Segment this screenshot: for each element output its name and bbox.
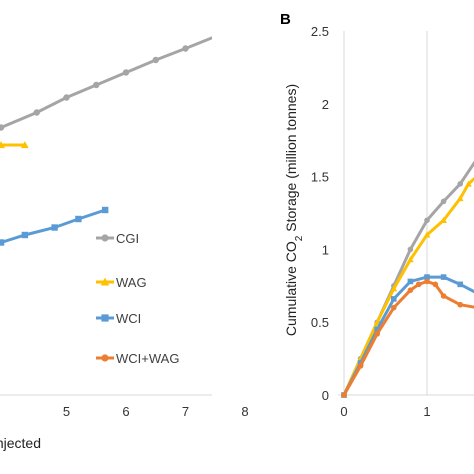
data-point-wag — [407, 256, 414, 263]
panel-b-y-tick-label: 1.5 — [311, 170, 329, 185]
data-point-wci-wag — [391, 304, 397, 311]
panel-b-y-tick-label: 0 — [322, 388, 329, 403]
data-point-cgi — [457, 181, 464, 187]
legend-marker-wci-wag — [101, 354, 109, 362]
data-point-wag — [440, 216, 447, 223]
data-point-wag — [390, 285, 398, 292]
panel-b-x-tick-label: 0 — [340, 404, 347, 419]
data-point-wci — [75, 215, 82, 223]
y-axis-title-part-2: Storage (million tonnes) — [283, 84, 299, 236]
legend-label-wag: WAG — [116, 275, 147, 290]
data-point-wci — [391, 296, 397, 302]
data-point-cgi — [212, 33, 218, 39]
legend-label-cgi: CGI — [116, 231, 139, 246]
panel-b-y-tick-label: 1 — [322, 242, 329, 257]
legend-label-wci: WCI — [116, 311, 141, 326]
panel-a-x-tick-label: 7 — [182, 404, 189, 419]
data-point-wci-wag — [407, 287, 414, 293]
data-point-wci-wag — [374, 331, 381, 337]
panel-a-series — [0, 22, 248, 246]
data-point-wci — [21, 231, 29, 239]
panel-a-x-tick-labels: 5 6 7 8 — [63, 404, 249, 419]
data-point-cgi — [182, 45, 189, 52]
data-point-wci — [101, 206, 109, 214]
data-point-cgi — [63, 94, 70, 101]
data-point-cgi — [33, 109, 40, 116]
data-point-wci-wag — [457, 301, 464, 308]
data-point-wag — [21, 141, 29, 149]
data-point-wci-wag — [432, 281, 439, 288]
data-point-wci — [424, 274, 430, 280]
panel-b-x-tick-label: 1 — [423, 404, 430, 419]
panel-a-x-tick-label: 6 — [122, 404, 129, 419]
panel-a: 5 6 7 8 Injected CGI WAG WCI WCI+WAG — [0, 22, 249, 451]
data-point-wci — [457, 281, 463, 288]
series-line-wci-wag — [342, 279, 474, 396]
data-point-wci-wag — [424, 278, 430, 285]
panel-a-x-tick-label: 5 — [63, 404, 70, 419]
panel-b-letter: B — [280, 11, 291, 28]
data-point-wag — [423, 231, 431, 238]
data-point-wag — [465, 180, 472, 187]
data-point-cgi — [440, 198, 447, 205]
panel-a-x-tick-label: 8 — [241, 404, 248, 419]
panel-b-x-tick-labels: 012 — [340, 404, 430, 419]
legend-marker-wag — [100, 277, 110, 286]
data-point-wci-wag — [415, 281, 422, 288]
panel-a-x-axis-title: Injected — [0, 435, 41, 451]
data-point-cgi — [93, 81, 100, 89]
data-point-wci — [374, 326, 380, 333]
series-line-wag — [342, 177, 474, 396]
series-line-cgi — [342, 160, 474, 396]
data-point-wci-wag — [341, 392, 347, 398]
data-point-wag — [0, 141, 5, 149]
panel-b-y-tick-labels: 0 0.5 1 1.5 2 2.5 — [311, 24, 329, 403]
data-point-cgi — [0, 124, 5, 131]
data-point-wci-wag — [357, 363, 364, 369]
data-point-wag — [456, 195, 464, 202]
panel-b-gridlines — [343, 31, 428, 395]
legend-marker-cgi — [101, 234, 109, 242]
series-line-wci — [342, 275, 474, 396]
data-point-wci — [440, 274, 447, 280]
panel-b: B 0 0.5 1 1.5 2 2.5 0 1 2 Cumulative CO2 Storag… — [280, 11, 474, 419]
y-axis-title-subscript: 2 — [294, 235, 305, 241]
data-point-cgi — [407, 246, 414, 253]
panel-b-y-axis-title: Cumulative CO2 Storage (million tonnes) — [283, 84, 305, 336]
data-point-cgi — [122, 69, 130, 76]
panel-b-y-tick-label: 0.5 — [311, 315, 329, 330]
panel-b-series — [340, 160, 474, 398]
panel-b-y-tick-label: 2 — [322, 97, 329, 112]
data-point-wci — [407, 278, 414, 285]
y-axis-title-part-1: Cumulative CO — [283, 241, 299, 336]
data-point-wci-wag — [440, 293, 447, 299]
data-point-wci — [0, 239, 5, 246]
panel-a-legend: CGI WAG WCI WCI+WAG — [96, 231, 179, 366]
panel-b-y-tick-label: 2.5 — [311, 24, 329, 39]
legend-label-wci-wag: WCI+WAG — [116, 351, 179, 366]
data-point-cgi — [152, 56, 159, 64]
data-point-cgi — [242, 22, 248, 28]
data-point-cgi — [424, 217, 430, 224]
legend-marker-wci — [101, 314, 109, 322]
data-point-wci — [51, 224, 58, 231]
